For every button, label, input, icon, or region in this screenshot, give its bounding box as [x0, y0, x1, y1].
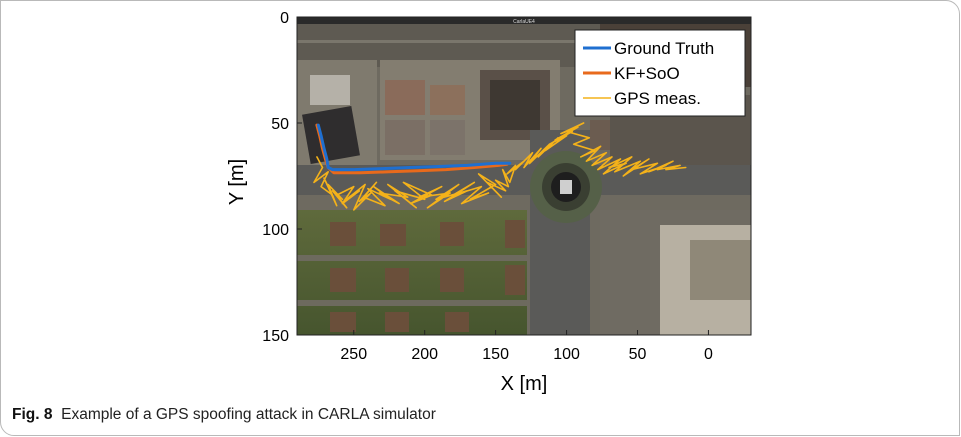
y-ticks: 0 50 100 150	[262, 10, 302, 345]
x-tick-label: 50	[629, 346, 647, 363]
legend-label: Ground Truth	[614, 39, 714, 58]
y-tick-label: 100	[262, 222, 289, 239]
y-tick-label: 50	[271, 116, 289, 133]
series-line-ground-truth	[316, 123, 512, 172]
legend-label: GPS meas.	[614, 89, 701, 108]
legend: Ground Truth KF+SoO GPS meas.	[574, 29, 746, 117]
simulator-map	[297, 17, 751, 335]
axes-frame	[296, 16, 752, 336]
y-tick-label: 0	[280, 10, 289, 27]
caption-text: Example of a GPS spoofing attack in CARL…	[61, 406, 436, 423]
y-tick-label: 150	[262, 328, 289, 345]
figure-number: Fig. 8	[12, 406, 53, 423]
window-titlebar	[297, 17, 751, 24]
legend-label: KF+SoO	[614, 64, 680, 83]
x-tick-label: 0	[704, 346, 713, 363]
x-tick-label: 150	[482, 346, 509, 363]
chart: CarlaUE4 250 200 150 100 50 0 0 50 100 150 X [m]…	[226, 10, 752, 395]
x-tick-label: 200	[411, 346, 438, 363]
y-axis-label: Y [m]	[226, 159, 248, 205]
figure-caption: Fig. 8 Example of a GPS spoofing attack …	[12, 406, 436, 424]
x-tick-label: 250	[340, 346, 367, 363]
x-tick-label: 100	[553, 346, 580, 363]
series-line-gps-meas	[313, 122, 687, 211]
x-axis-label: X [m]	[501, 373, 548, 395]
window-title: CarlaUE4	[513, 19, 535, 25]
x-ticks: 250 200 150 100 50 0	[340, 330, 713, 363]
series-layer	[313, 122, 687, 211]
